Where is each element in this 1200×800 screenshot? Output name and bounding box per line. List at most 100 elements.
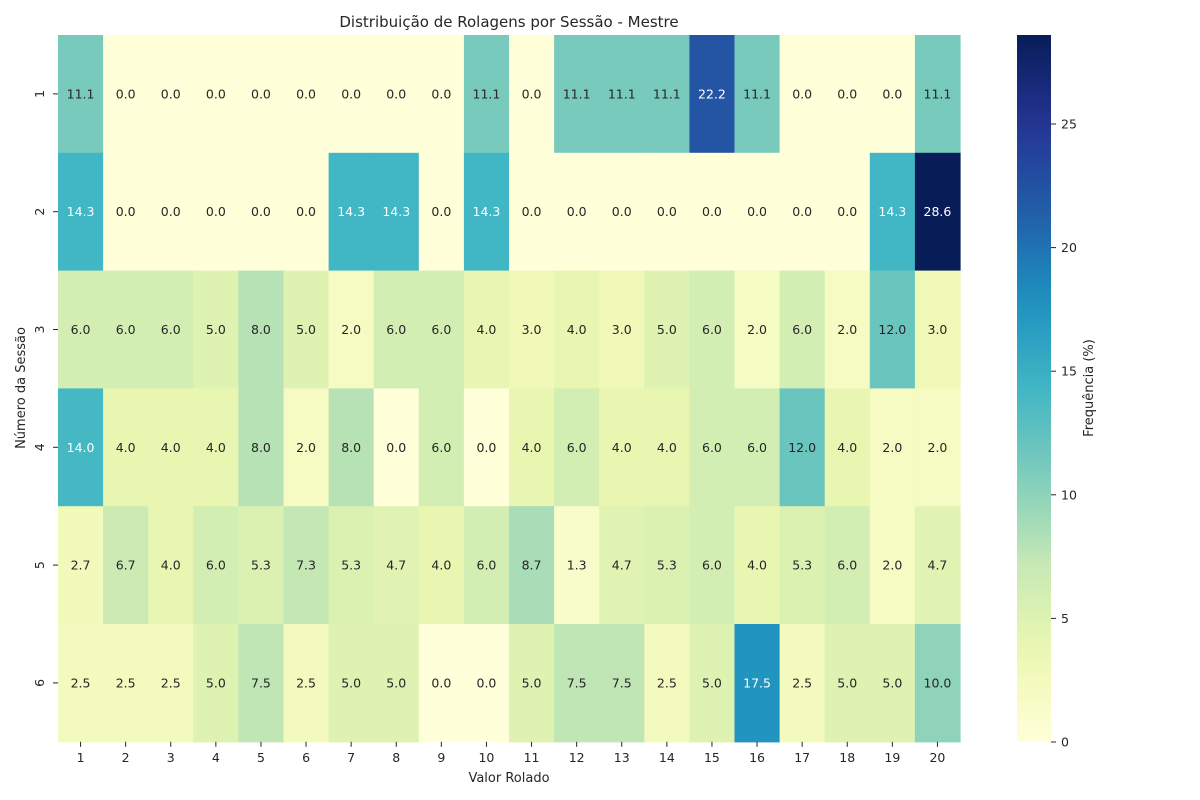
x-tick-label: 3: [167, 750, 175, 765]
heatmap-cell: [644, 506, 690, 625]
heatmap-cell: [869, 506, 916, 625]
cell-value-label: 5.0: [882, 675, 902, 690]
heatmap-cell: [644, 152, 690, 272]
heatmap-cell: [328, 270, 375, 389]
heatmap-cell: [779, 624, 826, 743]
heatmap-cell: [238, 388, 285, 507]
heatmap-cell: [599, 506, 645, 625]
cell-value-label: 5.0: [206, 322, 226, 337]
heatmap-cell: [238, 506, 285, 625]
heatmap-cell: [463, 35, 510, 154]
cell-value-label: 0.0: [612, 204, 632, 219]
cell-value-label: 14.3: [382, 204, 410, 219]
cell-value-label: 0.0: [386, 86, 406, 101]
heatmap-cells: 11.1 0.0 0.0 0.0 0.0 0.0 0.0 0.0 0.0 11.1 0.0 11.1 1…: [58, 35, 961, 743]
cell-value-label: 11.1: [473, 86, 501, 101]
heatmap-cell: [779, 152, 826, 272]
heatmap-cell: [418, 152, 465, 272]
cell-value-label: 8.0: [251, 322, 271, 337]
cell-value-label: 2.5: [296, 675, 316, 690]
cell-value-label: 5.3: [251, 558, 271, 573]
heatmap-cell: [599, 35, 645, 154]
heatmap-cell: [869, 270, 916, 389]
heatmap-cell: [58, 506, 104, 625]
cell-value-label: 6.0: [71, 322, 91, 337]
cell-value-label: 12.0: [788, 440, 816, 455]
heatmap-cell: [554, 35, 600, 154]
cell-value-label: 4.0: [567, 322, 587, 337]
cell-value-label: 2.0: [837, 322, 857, 337]
cell-value-label: 3.0: [522, 322, 542, 337]
heatmap-cell: [193, 624, 239, 743]
heatmap-cell: [599, 624, 645, 743]
cell-value-label: 0.0: [431, 204, 451, 219]
cell-value-label: 5.3: [341, 558, 361, 573]
heatmap-cell: [869, 35, 916, 154]
heatmap-cell: [58, 35, 104, 154]
cell-value-label: 6.0: [702, 558, 722, 573]
colorbar-ticks: 0 5 10 15 20 25: [1051, 116, 1077, 750]
cell-value-label: 5.0: [206, 675, 226, 690]
heatmap-cell: [914, 624, 961, 743]
heatmap-cell: [734, 388, 781, 507]
colorbar: [1017, 35, 1051, 742]
cell-value-label: 11.1: [67, 86, 95, 101]
x-tick-label: 14: [659, 750, 675, 765]
heatmap-cell: [418, 270, 465, 389]
heatmap-cell: [689, 506, 736, 625]
heatmap-cell: [554, 624, 600, 743]
heatmap-cell: [193, 270, 239, 389]
heatmap-cell: [554, 270, 600, 389]
heatmap-cell: [644, 624, 690, 743]
cell-value-label: 5.0: [522, 675, 542, 690]
heatmap-cell: [779, 506, 826, 625]
heatmap-cell: [193, 388, 239, 507]
heatmap-cell: [824, 388, 871, 507]
y-axis-ticks: 1 2 3 4 5 6: [32, 90, 58, 687]
cell-value-label: 4.0: [206, 440, 226, 455]
cell-value-label: 14.3: [878, 204, 906, 219]
y-tick-label: 5: [32, 561, 47, 569]
heatmap-cell: [373, 35, 420, 154]
cell-value-label: 6.0: [477, 558, 497, 573]
cell-value-label: 0.0: [792, 204, 812, 219]
heatmap-cell: [509, 388, 555, 507]
cell-value-label: 2.5: [657, 675, 677, 690]
x-axis-ticks: 1 2 3 4 5 6 7 8 9 10 11 12 13 14 15 16 17 18 19 20: [77, 741, 945, 765]
cell-value-label: 6.0: [567, 440, 587, 455]
cell-value-label: 6.0: [702, 440, 722, 455]
heatmap-cell: [58, 152, 104, 272]
cell-value-label: 0.0: [251, 204, 271, 219]
x-tick-label: 5: [257, 750, 265, 765]
cell-value-label: 2.0: [882, 558, 902, 573]
heatmap-cell: [869, 624, 916, 743]
colorbar-tick-label: 5: [1061, 611, 1069, 626]
colorbar-label: Frequência (%): [1082, 339, 1097, 437]
cell-value-label: 2.5: [792, 675, 812, 690]
heatmap-cell: [734, 35, 781, 154]
cell-value-label: 0.0: [522, 204, 542, 219]
heatmap-cell: [509, 624, 555, 743]
cell-value-label: 4.0: [161, 558, 181, 573]
cell-value-label: 5.3: [657, 558, 677, 573]
chart-title: Distribuição de Rolagens por Sessão - Me…: [339, 13, 678, 31]
cell-value-label: 6.0: [161, 322, 181, 337]
cell-value-label: 6.0: [747, 440, 767, 455]
cell-value-label: 0.0: [206, 204, 226, 219]
heatmap-cell: [373, 388, 420, 507]
cell-value-label: 11.1: [653, 86, 681, 101]
heatmap-cell: [554, 506, 600, 625]
cell-value-label: 6.0: [116, 322, 136, 337]
heatmap-cell: [689, 388, 736, 507]
heatmap-cell: [599, 152, 645, 272]
heatmap-cell: [914, 152, 961, 272]
cell-value-label: 0.0: [251, 86, 271, 101]
cell-value-label: 4.7: [386, 558, 406, 573]
cell-value-label: 4.0: [747, 558, 767, 573]
cell-value-label: 0.0: [702, 204, 722, 219]
heatmap-cell: [193, 35, 239, 154]
heatmap-cell: [509, 506, 555, 625]
cell-value-label: 0.0: [657, 204, 677, 219]
colorbar-tick-label: 10: [1061, 487, 1077, 502]
